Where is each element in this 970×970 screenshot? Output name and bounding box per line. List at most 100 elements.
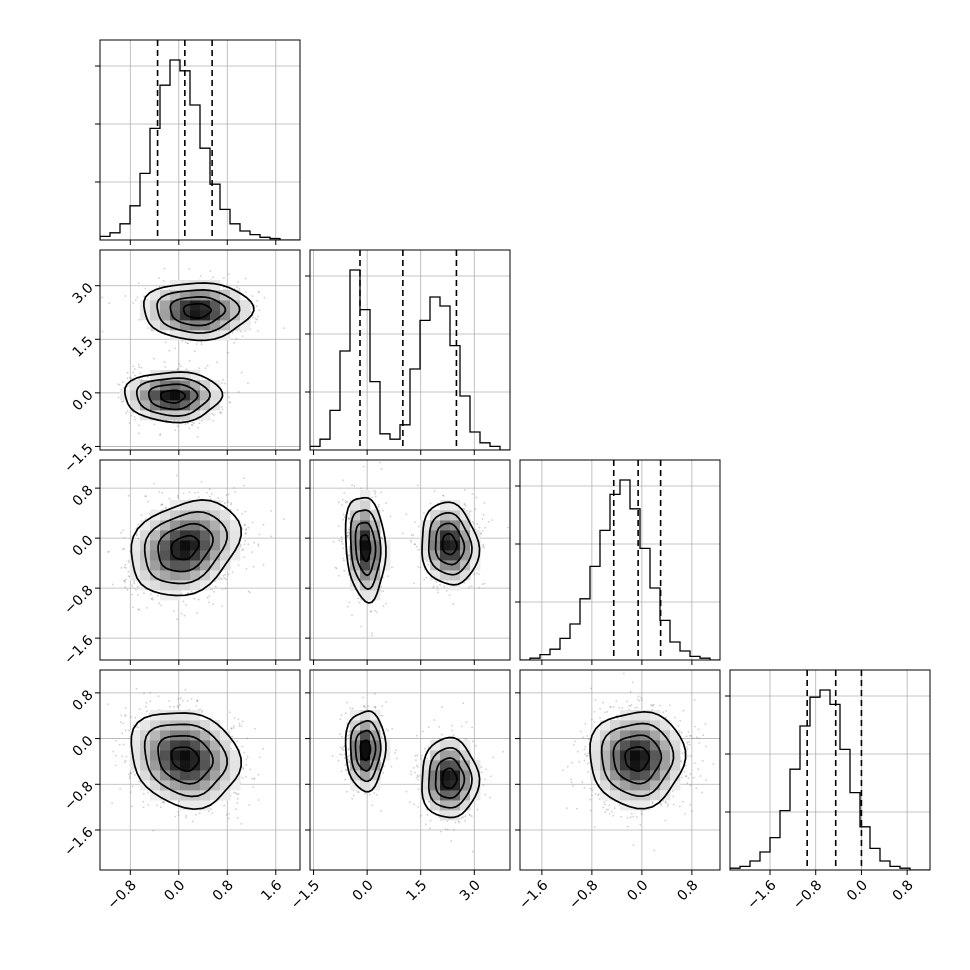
scatter-point bbox=[342, 499, 344, 501]
density-cell bbox=[220, 530, 230, 540]
scatter-point bbox=[382, 510, 384, 512]
scatter-point bbox=[244, 524, 246, 526]
scatter-point bbox=[132, 372, 134, 374]
scatter-point bbox=[132, 302, 134, 304]
scatter-point bbox=[449, 594, 451, 596]
joint-panel bbox=[305, 451, 510, 665]
scatter-point bbox=[163, 280, 165, 282]
scatter-point bbox=[380, 491, 382, 493]
scatter-point bbox=[134, 416, 136, 418]
scatter-point bbox=[347, 535, 349, 537]
scatter-point bbox=[373, 490, 375, 492]
scatter-point bbox=[479, 527, 481, 529]
scatter-point bbox=[180, 593, 182, 595]
scatter-point bbox=[198, 599, 200, 601]
scatter-point bbox=[198, 496, 200, 498]
scatter-point bbox=[420, 567, 422, 569]
scatter-point bbox=[237, 798, 239, 800]
scatter-point bbox=[391, 566, 393, 568]
density-cell bbox=[240, 300, 250, 310]
scatter-point bbox=[379, 462, 381, 464]
scatter-point bbox=[177, 497, 179, 499]
scatter-point bbox=[417, 549, 419, 551]
scatter-point bbox=[153, 358, 155, 360]
scatter-point bbox=[194, 492, 196, 494]
scatter-point bbox=[224, 383, 226, 385]
scatter-point bbox=[209, 488, 211, 490]
scatter-point bbox=[194, 350, 196, 352]
scatter-point bbox=[212, 276, 214, 278]
scatter-point bbox=[188, 268, 190, 270]
scatter-point bbox=[122, 529, 124, 531]
scatter-point bbox=[427, 564, 429, 566]
scatter-point bbox=[248, 527, 250, 529]
scatter-point bbox=[133, 580, 135, 582]
scatter-point bbox=[137, 523, 139, 525]
scatter-point bbox=[238, 391, 240, 393]
scatter-point bbox=[233, 727, 235, 729]
scatter-point bbox=[143, 295, 145, 297]
scatter-point bbox=[228, 396, 230, 398]
scatter-point bbox=[406, 513, 408, 515]
scatter-point bbox=[180, 697, 182, 699]
density-cell bbox=[130, 380, 140, 390]
scatter-point bbox=[129, 377, 131, 379]
scatter-point bbox=[257, 330, 259, 332]
scatter-point bbox=[150, 593, 152, 595]
scatter-point bbox=[255, 321, 257, 323]
scatter-point bbox=[141, 367, 143, 369]
scatter-point bbox=[430, 503, 432, 505]
histogram-panel bbox=[725, 670, 930, 875]
density-cell bbox=[180, 580, 190, 590]
scatter-point bbox=[253, 566, 255, 568]
density-cell bbox=[440, 510, 450, 520]
density-cell bbox=[160, 300, 170, 310]
density-cell bbox=[200, 540, 210, 550]
scatter-point bbox=[224, 574, 226, 576]
scatter-point bbox=[239, 288, 241, 290]
scatter-point bbox=[156, 804, 158, 806]
scatter-point bbox=[343, 492, 345, 494]
scatter-point bbox=[464, 503, 466, 505]
scatter-point bbox=[188, 428, 190, 430]
scatter-point bbox=[128, 730, 130, 732]
scatter-point bbox=[126, 377, 128, 379]
scatter-point bbox=[213, 414, 215, 416]
density-cell bbox=[170, 560, 180, 570]
scatter-point bbox=[191, 591, 193, 593]
scatter-point bbox=[212, 603, 214, 605]
scatter-point bbox=[125, 579, 127, 581]
density-cell bbox=[200, 570, 210, 580]
scatter-point bbox=[338, 575, 340, 577]
scatter-point bbox=[484, 502, 486, 504]
scatter-point bbox=[211, 812, 213, 814]
scatter-point bbox=[135, 299, 137, 301]
scatter-point bbox=[233, 487, 235, 489]
scatter-point bbox=[236, 338, 238, 340]
scatter-point bbox=[138, 424, 140, 426]
scatter-point bbox=[183, 493, 185, 495]
scatter-point bbox=[192, 821, 194, 823]
scatter-point bbox=[146, 607, 148, 609]
scatter-point bbox=[242, 549, 244, 551]
scatter-point bbox=[232, 332, 234, 334]
scatter-point bbox=[478, 587, 480, 589]
scatter-point bbox=[414, 543, 416, 545]
scatter-point bbox=[237, 281, 239, 283]
scatter-point bbox=[125, 567, 127, 569]
scatter-point bbox=[230, 504, 232, 506]
scatter-point bbox=[283, 518, 285, 520]
density-cell bbox=[210, 390, 220, 400]
scatter-point bbox=[132, 606, 134, 608]
scatter-point bbox=[136, 535, 138, 537]
scatter-point bbox=[342, 519, 344, 521]
scatter-point bbox=[252, 295, 254, 297]
scatter-point bbox=[180, 365, 182, 367]
scatter-point bbox=[237, 509, 239, 511]
scatter-point bbox=[157, 595, 159, 597]
scatter-point bbox=[247, 543, 249, 545]
density-cell bbox=[150, 580, 160, 590]
scatter-point bbox=[177, 368, 179, 370]
scatter-point bbox=[383, 605, 385, 607]
scatter-point bbox=[258, 543, 260, 545]
